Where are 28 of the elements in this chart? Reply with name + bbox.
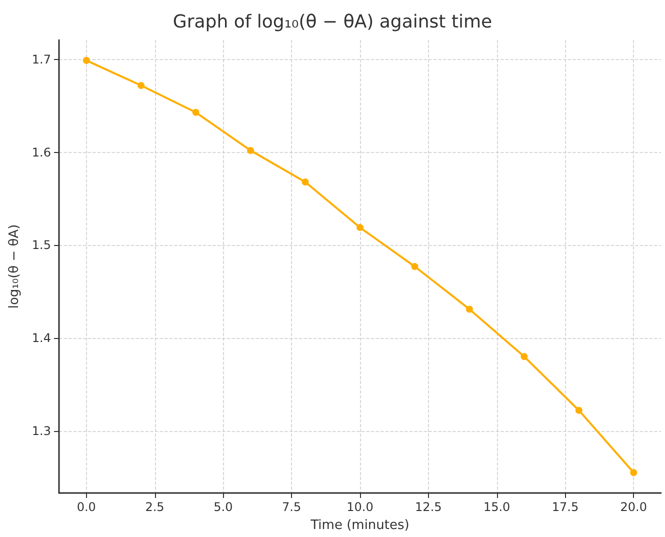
chart-title: Graph of log₁₀(θ − θA) against time xyxy=(172,12,492,32)
y-tick-label: 1.5 xyxy=(32,238,51,252)
x-tick-label: 2.5 xyxy=(145,500,164,514)
point xyxy=(82,56,90,64)
x-tick-label: 15.0 xyxy=(483,500,510,514)
x-tick-label: 10.0 xyxy=(346,500,374,514)
y-tick-label: 1.6 xyxy=(32,145,51,160)
point xyxy=(575,406,582,414)
point xyxy=(520,353,528,360)
y-tick-label: 1.4 xyxy=(32,330,51,345)
y-tick-label: 1.3 xyxy=(32,424,51,438)
x-tick-label: 20.0 xyxy=(620,500,647,514)
point xyxy=(138,82,145,89)
point xyxy=(411,263,418,270)
x-tick-label: 17.5 xyxy=(552,500,579,514)
point xyxy=(466,306,473,313)
point xyxy=(630,469,638,476)
x-tick-label: 0.0 xyxy=(76,500,96,514)
x-tick-label: 5.0 xyxy=(214,500,233,514)
y-axis-title: log₁₀(θ − θA) xyxy=(7,224,22,309)
x-tick-label: 7.5 xyxy=(282,500,302,514)
point xyxy=(247,146,254,154)
point xyxy=(302,178,309,186)
point xyxy=(192,108,200,116)
y-tick-label: 1.7 xyxy=(32,52,51,66)
x-tick-label: 12.5 xyxy=(415,500,442,514)
x-axis-title: Time (minutes) xyxy=(310,518,410,533)
point xyxy=(356,224,364,232)
